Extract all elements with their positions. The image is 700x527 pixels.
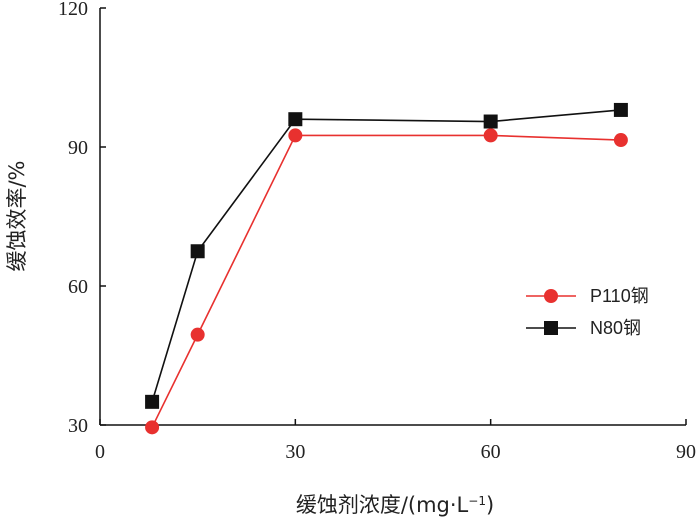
- legend-item-n80: N80钢: [526, 318, 641, 338]
- series-n80: [145, 102, 628, 409]
- y-ticks: 30 60 90 120: [58, 0, 106, 437]
- legend-label-n80: N80钢: [590, 318, 641, 338]
- data-point-square: [288, 112, 303, 127]
- data-point-circle: [145, 420, 160, 435]
- x-tick-label: 30: [285, 441, 305, 463]
- series-layer: [145, 102, 628, 435]
- data-point-circle: [613, 133, 628, 148]
- x-tick-label: 90: [676, 441, 696, 463]
- y-tick-label: 30: [68, 415, 88, 437]
- x-axis-title: 缓蚀剂浓度/(mg·L−1): [296, 493, 494, 517]
- x-tick-label: 60: [481, 441, 501, 463]
- data-point-circle: [483, 128, 498, 143]
- x-axis-title-main: 缓蚀剂浓度/(mg·L: [296, 493, 469, 517]
- axes: [99, 8, 686, 426]
- y-axis-title: 缓蚀效率/%: [5, 160, 29, 271]
- y-tick-label: 60: [68, 276, 88, 298]
- data-point-square: [190, 244, 205, 259]
- legend-item-p110: P110钢: [526, 286, 649, 306]
- data-point-circle: [190, 327, 205, 342]
- x-axis-title-close: ): [486, 493, 494, 517]
- x-tick-label: 0: [95, 441, 105, 463]
- legend-marker-n80: [544, 321, 558, 335]
- data-point-circle: [288, 128, 303, 143]
- legend-label-p110: P110钢: [590, 286, 649, 306]
- data-point-square: [613, 102, 628, 117]
- legend: P110钢 N80钢: [526, 286, 649, 338]
- legend-marker-p110: [544, 289, 558, 303]
- series-line: [151, 109, 621, 403]
- data-point-square: [145, 394, 160, 409]
- y-tick-label: 90: [68, 137, 88, 159]
- x-axis-title-superscript: −1: [468, 494, 486, 508]
- data-point-square: [483, 114, 498, 129]
- y-tick-label: 120: [58, 0, 88, 20]
- series-p110: [145, 128, 628, 435]
- series-line: [151, 134, 621, 428]
- x-ticks: 0 30 60 90: [95, 419, 696, 463]
